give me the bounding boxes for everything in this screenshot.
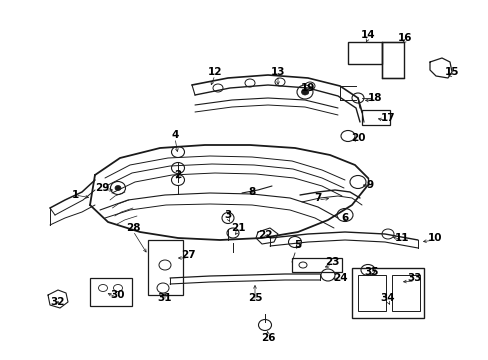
Text: 4: 4 <box>171 130 178 140</box>
Text: 27: 27 <box>181 250 195 260</box>
Bar <box>361 110 389 125</box>
Text: 34: 34 <box>380 293 394 303</box>
Text: 29: 29 <box>95 183 109 193</box>
Text: 3: 3 <box>224 210 231 220</box>
Ellipse shape <box>301 89 308 95</box>
Text: 6: 6 <box>341 213 348 223</box>
Text: 2: 2 <box>174 170 181 180</box>
Text: 19: 19 <box>300 83 315 93</box>
Text: 33: 33 <box>407 273 421 283</box>
Text: 21: 21 <box>230 223 245 233</box>
Bar <box>347 42 381 64</box>
Text: 30: 30 <box>110 290 125 300</box>
Text: 9: 9 <box>366 180 373 190</box>
Text: 24: 24 <box>332 273 346 283</box>
Text: 20: 20 <box>350 133 365 143</box>
Text: 14: 14 <box>360 30 375 40</box>
Text: 17: 17 <box>380 113 394 123</box>
Text: 15: 15 <box>444 67 458 77</box>
Bar <box>148 240 183 295</box>
Bar <box>90 278 132 306</box>
Text: 7: 7 <box>314 193 321 203</box>
Text: 28: 28 <box>125 223 140 233</box>
Text: 5: 5 <box>294 240 301 250</box>
Bar <box>291 258 341 272</box>
Text: 18: 18 <box>367 93 382 103</box>
Bar <box>357 275 385 311</box>
Text: 25: 25 <box>247 293 262 303</box>
Bar <box>381 42 403 78</box>
Ellipse shape <box>115 185 121 190</box>
Text: 1: 1 <box>71 190 79 200</box>
Text: 12: 12 <box>207 67 222 77</box>
Text: 32: 32 <box>51 297 65 307</box>
Bar <box>351 268 423 318</box>
Text: 22: 22 <box>257 230 272 240</box>
Text: 31: 31 <box>158 293 172 303</box>
Text: 26: 26 <box>260 333 275 343</box>
Text: 35: 35 <box>364 267 379 277</box>
Text: 11: 11 <box>394 233 408 243</box>
Text: 16: 16 <box>397 33 411 43</box>
Text: 13: 13 <box>270 67 285 77</box>
Text: 8: 8 <box>248 187 255 197</box>
Text: 10: 10 <box>427 233 441 243</box>
Bar <box>391 275 419 311</box>
Text: 23: 23 <box>324 257 339 267</box>
